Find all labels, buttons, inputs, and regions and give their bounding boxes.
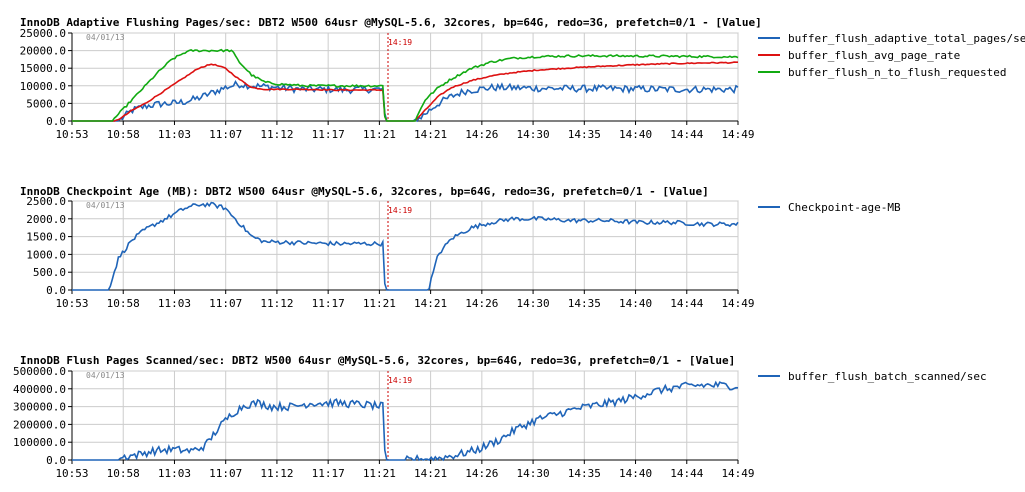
time-marker-label: 14:19 — [388, 38, 412, 47]
chart-panel-1: InnoDB Adaptive Flushing Pages/sec: DBT2… — [20, 16, 1025, 141]
y-tick-label: 1000.0 — [26, 248, 66, 261]
time-marker-label: 14:19 — [388, 376, 412, 385]
y-tick-label: 0.0 — [46, 284, 66, 297]
series-line-1 — [72, 80, 739, 123]
x-tick-label: 14:40 — [619, 467, 652, 480]
chart-title: InnoDB Flush Pages Scanned/sec: DBT2 W50… — [20, 354, 735, 367]
x-tick-label: 14:21 — [414, 297, 447, 310]
chart-panel-2: InnoDB Checkpoint Age (MB): DBT2 W500 64… — [20, 185, 901, 310]
series-line-3 — [72, 48, 739, 122]
x-tick-label: 11:07 — [209, 128, 242, 141]
x-tick-label: 11:12 — [260, 297, 293, 310]
x-tick-label: 14:49 — [721, 297, 754, 310]
y-tick-label: 15000.0 — [20, 62, 66, 75]
x-tick-label: 14:35 — [568, 297, 601, 310]
x-tick-label: 14:26 — [465, 128, 498, 141]
x-tick-label: 14:21 — [414, 467, 447, 480]
x-tick-label: 11:21 — [363, 297, 396, 310]
legend-label: buffer_flush_adaptive_total_pages/sec — [788, 32, 1025, 45]
y-tick-label: 2500.0 — [26, 195, 66, 208]
x-tick-label: 11:12 — [260, 467, 293, 480]
x-tick-label: 10:58 — [107, 297, 140, 310]
x-tick-label: 14:40 — [619, 297, 652, 310]
x-tick-label: 14:30 — [517, 467, 550, 480]
x-tick-label: 11:07 — [209, 297, 242, 310]
chart-title: InnoDB Adaptive Flushing Pages/sec: DBT2… — [20, 16, 762, 29]
y-tick-label: 5000.0 — [26, 97, 66, 110]
x-tick-label: 14:44 — [670, 297, 703, 310]
x-tick-label: 14:49 — [721, 467, 754, 480]
y-tick-label: 500000.0 — [13, 365, 66, 378]
x-tick-label: 11:21 — [363, 128, 396, 141]
legend-label: buffer_flush_batch_scanned/sec — [788, 370, 987, 383]
x-tick-label: 14:35 — [568, 467, 601, 480]
x-tick-label: 14:49 — [721, 128, 754, 141]
x-tick-label: 14:21 — [414, 128, 447, 141]
y-tick-label: 100000.0 — [13, 436, 66, 449]
time-marker-label: 14:19 — [388, 206, 412, 215]
x-tick-label: 11:17 — [312, 128, 345, 141]
x-tick-label: 10:53 — [55, 297, 88, 310]
legend-label: Checkpoint-age-MB — [788, 201, 901, 214]
x-tick-label: 14:30 — [517, 128, 550, 141]
date-label: 04/01/13 — [86, 371, 125, 380]
x-tick-label: 10:58 — [107, 128, 140, 141]
y-tick-label: 1500.0 — [26, 231, 66, 244]
x-tick-label: 10:53 — [55, 467, 88, 480]
date-label: 04/01/13 — [86, 201, 125, 210]
x-tick-label: 10:58 — [107, 467, 140, 480]
series-line-2 — [72, 61, 738, 122]
y-tick-label: 500.0 — [33, 266, 66, 279]
y-tick-label: 2000.0 — [26, 213, 66, 226]
chart-title: InnoDB Checkpoint Age (MB): DBT2 W500 64… — [20, 185, 709, 198]
chart-panel-3: InnoDB Flush Pages Scanned/sec: DBT2 W50… — [13, 354, 987, 480]
x-tick-label: 11:03 — [158, 467, 191, 480]
x-tick-label: 14:35 — [568, 128, 601, 141]
y-tick-label: 400000.0 — [13, 383, 66, 396]
legend-label: buffer_flush_avg_page_rate — [788, 49, 960, 62]
x-tick-label: 14:44 — [670, 128, 703, 141]
x-tick-label: 11:03 — [158, 128, 191, 141]
date-label: 04/01/13 — [86, 33, 125, 42]
y-tick-label: 200000.0 — [13, 418, 66, 431]
y-tick-label: 300000.0 — [13, 401, 66, 414]
series-line-1 — [72, 201, 739, 291]
x-tick-label: 11:17 — [312, 467, 345, 480]
x-tick-label: 14:44 — [670, 467, 703, 480]
legend-label: buffer_flush_n_to_flush_requested — [788, 66, 1007, 79]
x-tick-label: 11:07 — [209, 467, 242, 480]
series-line-1 — [72, 380, 739, 462]
y-tick-label: 0.0 — [46, 115, 66, 128]
x-tick-label: 14:30 — [517, 297, 550, 310]
x-tick-label: 14:26 — [465, 467, 498, 480]
x-tick-label: 14:40 — [619, 128, 652, 141]
x-tick-label: 11:12 — [260, 128, 293, 141]
x-tick-label: 10:53 — [55, 128, 88, 141]
y-tick-label: 25000.0 — [20, 27, 66, 40]
x-tick-label: 11:03 — [158, 297, 191, 310]
x-tick-label: 11:21 — [363, 467, 396, 480]
y-tick-label: 10000.0 — [20, 80, 66, 93]
x-tick-label: 14:26 — [465, 297, 498, 310]
y-tick-label: 0.0 — [46, 454, 66, 467]
x-tick-label: 11:17 — [312, 297, 345, 310]
y-tick-label: 20000.0 — [20, 45, 66, 58]
